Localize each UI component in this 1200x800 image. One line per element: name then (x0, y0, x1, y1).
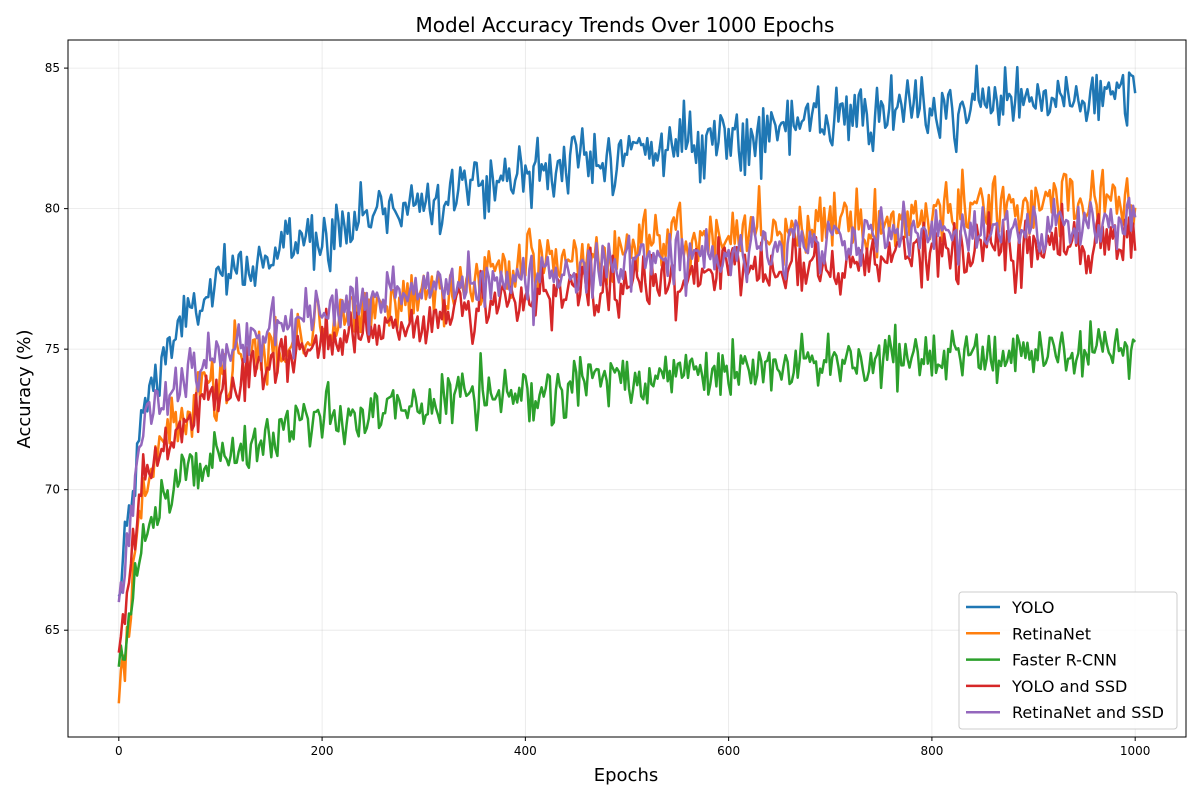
series-line-yolo-and-ssd (117, 202, 1137, 653)
x-tick-label: 200 (311, 744, 334, 758)
y-axis-label: Accuracy (%) (14, 329, 35, 448)
y-axis-ticks: 65 70 75 80 85 (45, 61, 68, 637)
legend-label-yolo-and-ssd: YOLO and SSD (1011, 677, 1127, 696)
legend-label-faster-r-cnn: Faster R-CNN (1012, 651, 1117, 670)
x-tick-label: 1000 (1120, 744, 1151, 758)
series-line-yolo (117, 64, 1137, 597)
y-tick-label: 80 (45, 202, 60, 216)
legend: YOLO RetinaNet Faster R-CNN YOLO and SSD Ret… (958, 591, 1178, 730)
y-tick-label: 75 (45, 342, 60, 356)
x-axis-label: Epochs (594, 765, 659, 786)
series-line-retinanet-and-ssd (117, 196, 1137, 603)
series-line-retinanet (117, 168, 1137, 704)
x-axis-ticks: 0 200 400 600 800 1000 (115, 737, 1150, 758)
x-tick-label: 400 (514, 744, 537, 758)
legend-box (958, 591, 1178, 730)
y-tick-label: 85 (45, 61, 60, 75)
plot-series (117, 64, 1137, 704)
plot-frame (67, 39, 1187, 738)
y-tick-label: 70 (45, 483, 60, 497)
x-tick-label: 800 (920, 744, 943, 758)
y-tick-label: 65 (45, 623, 60, 637)
series-line-faster-r-cnn (117, 320, 1137, 667)
legend-label-retinanet-and-ssd: RetinaNet and SSD (1012, 703, 1164, 722)
x-tick-label: 600 (717, 744, 740, 758)
x-tick-label: 0 (115, 744, 123, 758)
legend-label-retinanet: RetinaNet (1012, 624, 1091, 643)
legend-label-yolo: YOLO (1011, 598, 1054, 617)
chart-title: Model Accuracy Trends Over 1000 Epochs (416, 13, 835, 37)
